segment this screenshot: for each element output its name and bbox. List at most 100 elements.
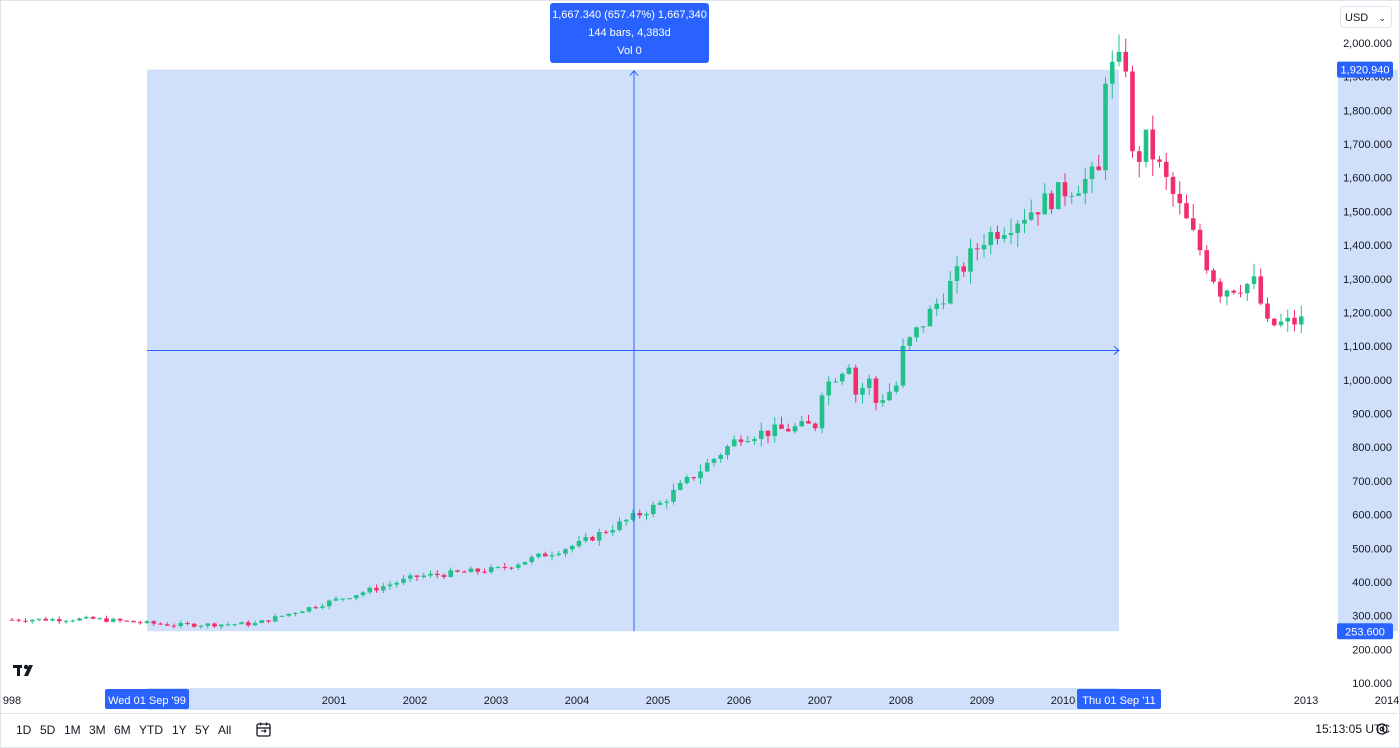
candle[interactable] bbox=[455, 569, 460, 573]
candle[interactable] bbox=[293, 612, 298, 617]
candle[interactable] bbox=[239, 621, 244, 625]
candle[interactable] bbox=[441, 573, 447, 579]
candle[interactable] bbox=[1089, 161, 1095, 194]
candle[interactable] bbox=[664, 499, 670, 509]
candle[interactable] bbox=[603, 530, 609, 535]
candle[interactable] bbox=[1096, 155, 1102, 171]
candle[interactable] bbox=[1035, 212, 1041, 226]
candle[interactable] bbox=[1062, 173, 1068, 206]
candle[interactable] bbox=[1170, 172, 1176, 207]
candle[interactable] bbox=[954, 255, 960, 294]
candle[interactable] bbox=[522, 561, 528, 565]
candle[interactable] bbox=[650, 501, 656, 518]
candle[interactable] bbox=[1049, 190, 1054, 214]
candle[interactable] bbox=[610, 524, 616, 536]
candle[interactable] bbox=[927, 305, 933, 327]
utc-clock[interactable]: 15:13:05 UTC bbox=[1315, 722, 1390, 736]
candle[interactable] bbox=[347, 597, 352, 600]
candle[interactable] bbox=[16, 618, 22, 623]
candle[interactable] bbox=[1157, 155, 1162, 168]
candle[interactable] bbox=[880, 394, 886, 407]
candle[interactable] bbox=[320, 603, 325, 610]
candle[interactable] bbox=[299, 610, 305, 614]
candle[interactable] bbox=[1055, 181, 1061, 210]
candle[interactable] bbox=[131, 620, 136, 623]
candle[interactable] bbox=[941, 293, 946, 310]
candle[interactable] bbox=[434, 569, 440, 579]
candle[interactable] bbox=[900, 338, 906, 388]
candle[interactable] bbox=[536, 553, 541, 559]
candle[interactable] bbox=[124, 620, 130, 622]
candle[interactable] bbox=[90, 615, 96, 620]
candle[interactable] bbox=[509, 566, 514, 570]
candle[interactable] bbox=[1217, 278, 1223, 303]
candle[interactable] bbox=[1082, 167, 1088, 205]
candle[interactable] bbox=[914, 326, 919, 342]
candle[interactable] bbox=[1150, 115, 1156, 177]
candle[interactable] bbox=[772, 417, 778, 443]
candle[interactable] bbox=[995, 225, 1000, 245]
candle[interactable] bbox=[1130, 65, 1135, 158]
candle[interactable] bbox=[1143, 129, 1149, 168]
candle[interactable] bbox=[1028, 199, 1034, 222]
candle[interactable] bbox=[185, 621, 190, 626]
candle[interactable] bbox=[70, 619, 76, 623]
candle[interactable] bbox=[191, 622, 197, 628]
candle[interactable] bbox=[873, 376, 879, 411]
candle[interactable] bbox=[137, 620, 143, 625]
candle[interactable] bbox=[1069, 191, 1075, 204]
candle[interactable] bbox=[920, 326, 926, 333]
candle[interactable] bbox=[360, 590, 366, 598]
timeframe-button-6m[interactable]: 6M bbox=[114, 723, 131, 737]
candle[interactable] bbox=[367, 585, 373, 594]
candle[interactable] bbox=[1123, 38, 1129, 78]
candle[interactable] bbox=[974, 242, 980, 261]
candle[interactable] bbox=[1184, 194, 1189, 219]
candle[interactable] bbox=[1042, 183, 1048, 215]
candle[interactable] bbox=[812, 422, 818, 432]
candle[interactable] bbox=[630, 509, 636, 522]
candle[interactable] bbox=[866, 374, 872, 396]
candle[interactable] bbox=[198, 624, 204, 629]
candle[interactable] bbox=[569, 544, 575, 553]
candle[interactable] bbox=[1008, 218, 1014, 245]
candle[interactable] bbox=[968, 238, 973, 284]
candle[interactable] bbox=[313, 605, 319, 610]
candle[interactable] bbox=[563, 548, 568, 558]
candle[interactable] bbox=[779, 416, 784, 430]
candle[interactable] bbox=[704, 458, 710, 472]
candle[interactable] bbox=[97, 617, 103, 620]
candle[interactable] bbox=[475, 567, 481, 575]
candle[interactable] bbox=[833, 377, 838, 383]
candle[interactable] bbox=[212, 622, 217, 629]
candle[interactable] bbox=[421, 572, 427, 579]
candle[interactable] bbox=[245, 620, 251, 628]
timeframe-button-5d[interactable]: 5D bbox=[40, 723, 56, 737]
candle[interactable] bbox=[542, 551, 548, 557]
candle[interactable] bbox=[83, 615, 89, 620]
candle[interactable] bbox=[380, 582, 386, 594]
candle[interactable] bbox=[374, 584, 379, 593]
candle[interactable] bbox=[340, 598, 346, 602]
candle[interactable] bbox=[765, 430, 771, 444]
candle[interactable] bbox=[306, 606, 312, 613]
candle[interactable] bbox=[826, 376, 832, 405]
candle[interactable] bbox=[623, 518, 629, 526]
candle[interactable] bbox=[1076, 185, 1081, 197]
candle[interactable] bbox=[907, 336, 913, 352]
candle[interactable] bbox=[677, 479, 683, 491]
candle[interactable] bbox=[482, 568, 487, 574]
candle[interactable] bbox=[792, 422, 798, 434]
candle[interactable] bbox=[428, 570, 433, 578]
candle[interactable] bbox=[758, 422, 764, 447]
candle[interactable] bbox=[401, 574, 406, 586]
candle[interactable] bbox=[1271, 317, 1277, 327]
candle[interactable] bbox=[684, 474, 690, 485]
timeframe-button-all[interactable]: All bbox=[218, 723, 232, 737]
candle[interactable] bbox=[164, 622, 170, 627]
currency-select[interactable]: USD ⌄ bbox=[1340, 6, 1392, 28]
candle[interactable] bbox=[887, 383, 892, 402]
candle[interactable] bbox=[596, 528, 602, 546]
candle[interactable] bbox=[502, 562, 508, 571]
